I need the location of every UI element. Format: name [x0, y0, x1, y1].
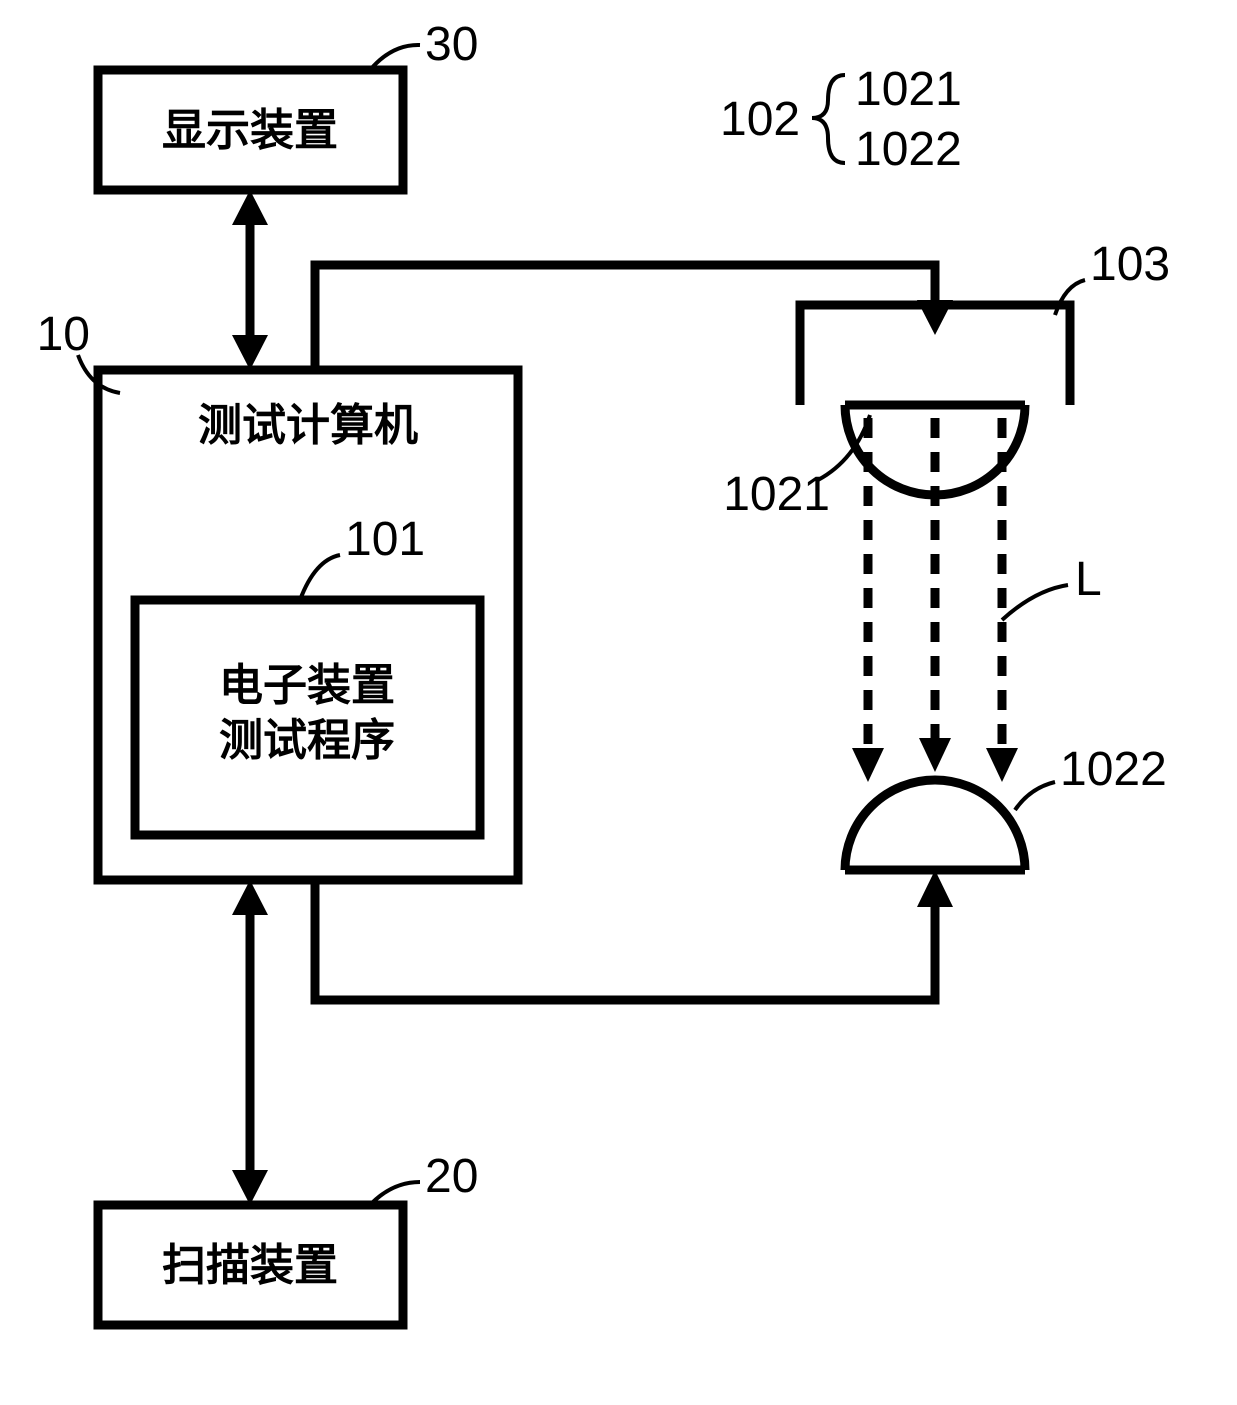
display-device-label: 显示装置: [162, 106, 338, 155]
svg-text:1022: 1022: [855, 123, 962, 176]
test-program-label-2: 测试程序: [219, 716, 395, 765]
arrow-computer-scanner: [232, 880, 268, 1205]
ref-101: 101: [345, 513, 425, 566]
ref-1022: 1022: [1060, 743, 1167, 796]
leader-101: [300, 555, 340, 600]
scanner-label: 扫描装置: [162, 1241, 338, 1290]
dome-bottom: [845, 780, 1025, 870]
test-computer-label: 测试计算机: [198, 401, 418, 450]
ref-1021: 1021: [723, 468, 830, 521]
ref-103: 103: [1090, 238, 1170, 291]
ref-30: 30: [425, 18, 478, 71]
ref-10: 10: [37, 308, 90, 361]
ref-L: L: [1075, 553, 1102, 606]
ref-20: 20: [425, 1150, 478, 1203]
svg-text:102: 102: [720, 93, 800, 146]
ref-102-group: 102 1021 1022: [720, 63, 962, 176]
arrow-computer-to-dome-bottom: [315, 870, 953, 1000]
arrow-display-computer: [232, 190, 268, 370]
leader-L: [1002, 585, 1068, 620]
arrow-computer-to-shell: [315, 265, 953, 370]
leader-1022: [1015, 782, 1055, 810]
svg-text:1021: 1021: [855, 63, 962, 116]
test-program-label-1: 电子装置: [219, 661, 395, 710]
